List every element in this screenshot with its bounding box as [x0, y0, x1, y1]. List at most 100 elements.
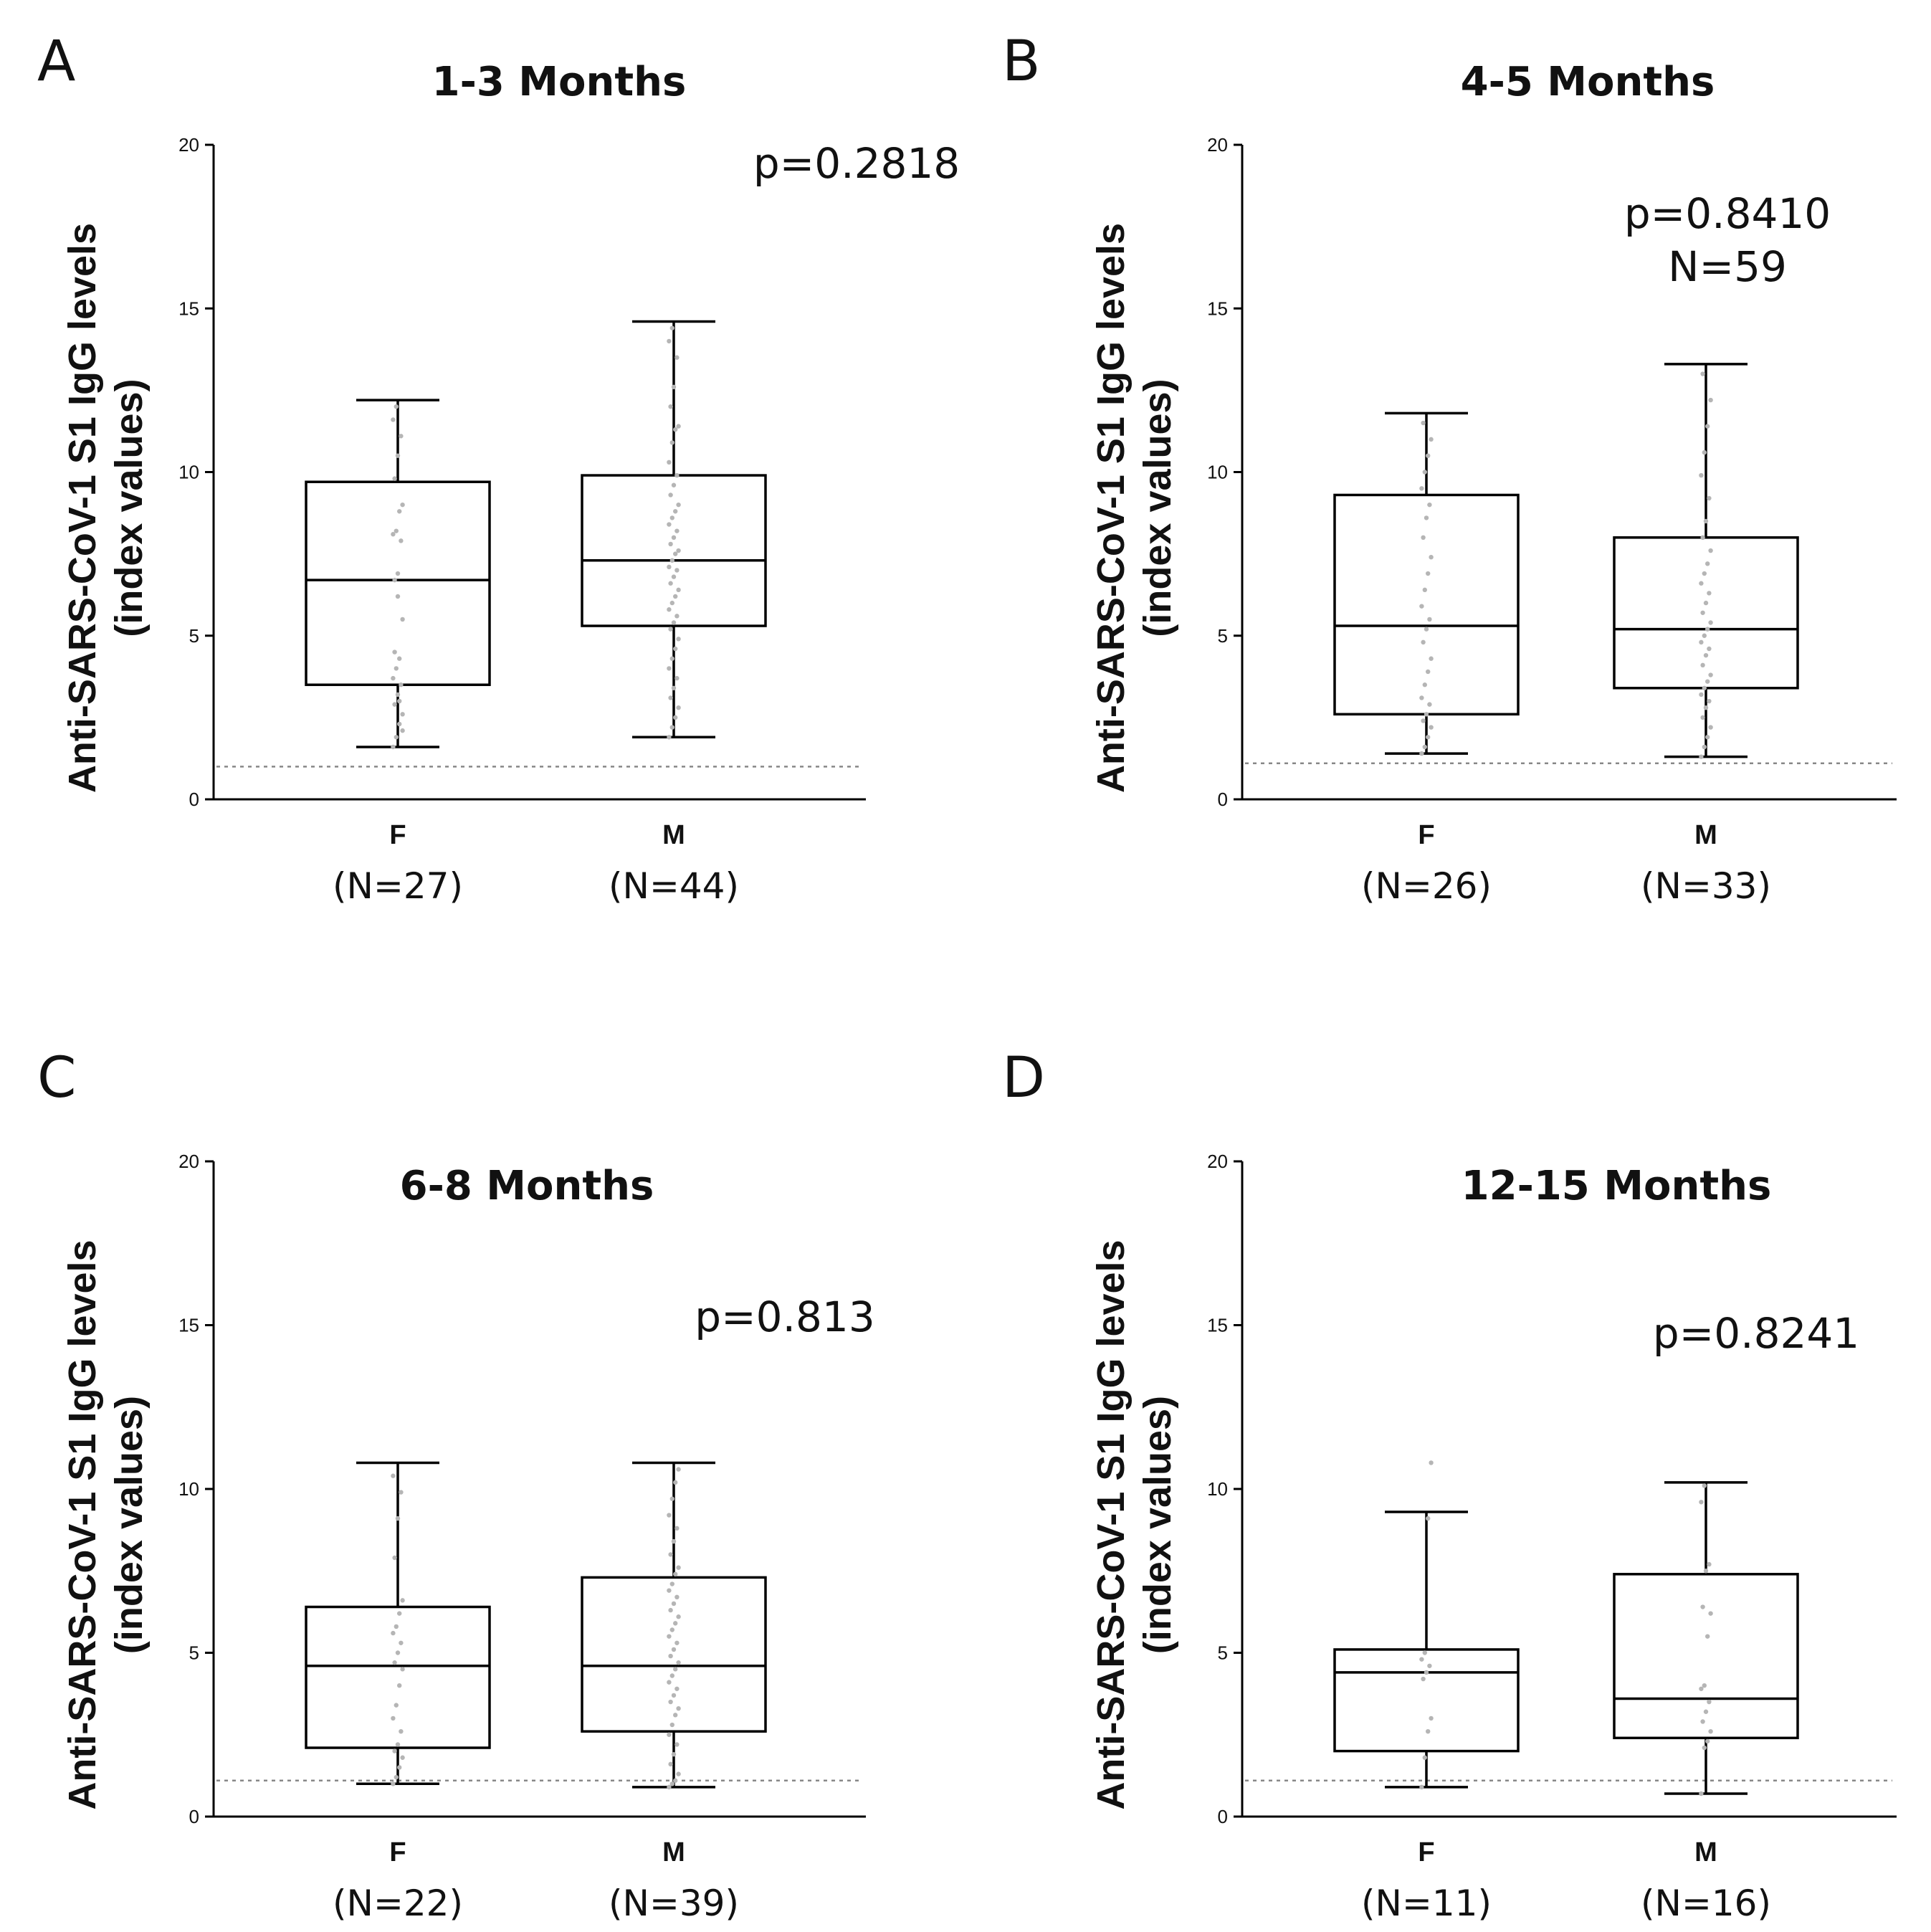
y-tick-label: 15 — [1207, 1315, 1228, 1336]
data-point — [1705, 561, 1710, 566]
data-point — [1708, 1728, 1713, 1734]
data-point — [673, 551, 678, 556]
data-point — [1705, 679, 1710, 684]
data-point — [397, 721, 402, 727]
data-point — [669, 558, 674, 563]
group-m: M (N=33) — [1613, 363, 1799, 907]
data-point — [1426, 1728, 1431, 1734]
data-point — [392, 476, 397, 481]
data-point — [1699, 692, 1704, 698]
data-point — [1429, 554, 1434, 560]
data-point — [667, 338, 672, 344]
y-axis-label: Anti-SARS-CoV-1 S1 IgG levels — [61, 1239, 104, 1809]
data-point — [674, 1686, 680, 1691]
data-point — [669, 1722, 674, 1728]
group-f: F (N=22) — [305, 1461, 491, 1924]
data-point — [394, 1703, 399, 1708]
data-point — [668, 627, 673, 632]
group-n-label: (N=44) — [609, 865, 739, 907]
y-axis-label: (index values) — [108, 379, 151, 637]
data-point — [1699, 1791, 1704, 1797]
data-point — [391, 1630, 396, 1636]
data-point — [400, 1667, 405, 1672]
y-tick-label: 20 — [1207, 1151, 1228, 1172]
data-point — [399, 434, 404, 439]
data-point — [1708, 725, 1713, 730]
iqr-box — [1613, 536, 1799, 690]
data-point — [399, 1728, 404, 1734]
y-axis-label: (index values) — [1136, 1396, 1179, 1654]
data-point — [1419, 1784, 1424, 1790]
y-tick-label: 0 — [189, 1806, 199, 1827]
data-point — [397, 656, 402, 661]
iqr-box — [581, 1576, 767, 1733]
data-point — [676, 548, 681, 553]
data-point — [1703, 518, 1709, 524]
group-n-label: (N=26) — [1361, 865, 1492, 907]
data-point — [1708, 620, 1713, 625]
y-tick-label: 20 — [1207, 134, 1228, 156]
data-point — [392, 577, 397, 583]
data-point — [1421, 535, 1426, 540]
data-point — [1705, 627, 1710, 632]
y-tick-label: 15 — [178, 298, 199, 319]
data-point — [671, 535, 677, 540]
data-point — [667, 460, 672, 465]
data-point — [669, 1673, 674, 1678]
panel-letter: D — [1002, 1046, 1045, 1110]
y-axis-label: (index values) — [108, 1396, 151, 1654]
data-point — [676, 502, 681, 508]
data-point — [395, 453, 401, 458]
y-axis-label: Anti-SARS-CoV-1 S1 IgG levels — [61, 223, 104, 793]
data-point — [668, 404, 673, 409]
data-point — [667, 1680, 672, 1685]
panel-title: 4-5 Months — [1461, 59, 1715, 105]
data-point — [668, 695, 673, 700]
data-point — [667, 1732, 672, 1737]
data-point — [674, 1742, 680, 1747]
data-point — [1419, 751, 1424, 756]
x-category-label: F — [1418, 820, 1434, 850]
data-point — [669, 600, 674, 606]
panel-title: 1-3 Months — [432, 59, 687, 105]
data-point — [1699, 754, 1704, 759]
group-n-label: (N=39) — [609, 1883, 739, 1924]
data-point — [671, 482, 677, 487]
data-point — [400, 617, 405, 622]
data-point — [671, 574, 677, 579]
data-point — [1702, 1683, 1707, 1688]
data-point — [676, 637, 681, 642]
data-point — [668, 1552, 673, 1557]
data-point — [676, 587, 681, 593]
data-point — [1703, 600, 1709, 606]
y-tick-label: 5 — [189, 1642, 199, 1664]
group-n-label: (N=11) — [1361, 1883, 1492, 1924]
data-point — [1427, 617, 1432, 622]
data-point — [1429, 656, 1434, 661]
y-tick-label: 10 — [178, 462, 199, 483]
data-point — [668, 1699, 673, 1705]
data-point — [669, 1781, 674, 1786]
data-point — [1419, 604, 1424, 609]
panel-title: 12-15 Months — [1462, 1163, 1772, 1209]
data-point — [673, 427, 678, 432]
data-point — [668, 1653, 673, 1659]
data-point — [674, 528, 680, 533]
data-point — [1702, 1745, 1707, 1751]
data-point — [669, 656, 674, 661]
data-point — [1705, 1634, 1710, 1639]
data-point — [392, 702, 397, 707]
data-point — [1703, 652, 1709, 658]
data-point — [1427, 1663, 1432, 1668]
data-point — [391, 417, 396, 422]
data-point — [1708, 397, 1713, 403]
data-point — [1426, 735, 1431, 740]
y-tick-label: 5 — [1218, 625, 1228, 647]
iqr-box — [1333, 1648, 1520, 1753]
data-point — [399, 682, 404, 687]
data-point — [1700, 371, 1705, 376]
p-value-annotation: p=0.8410 — [1624, 189, 1831, 238]
data-point — [397, 1611, 402, 1616]
data-point — [674, 472, 680, 478]
p-value-annotation: p=0.813 — [695, 1293, 874, 1341]
